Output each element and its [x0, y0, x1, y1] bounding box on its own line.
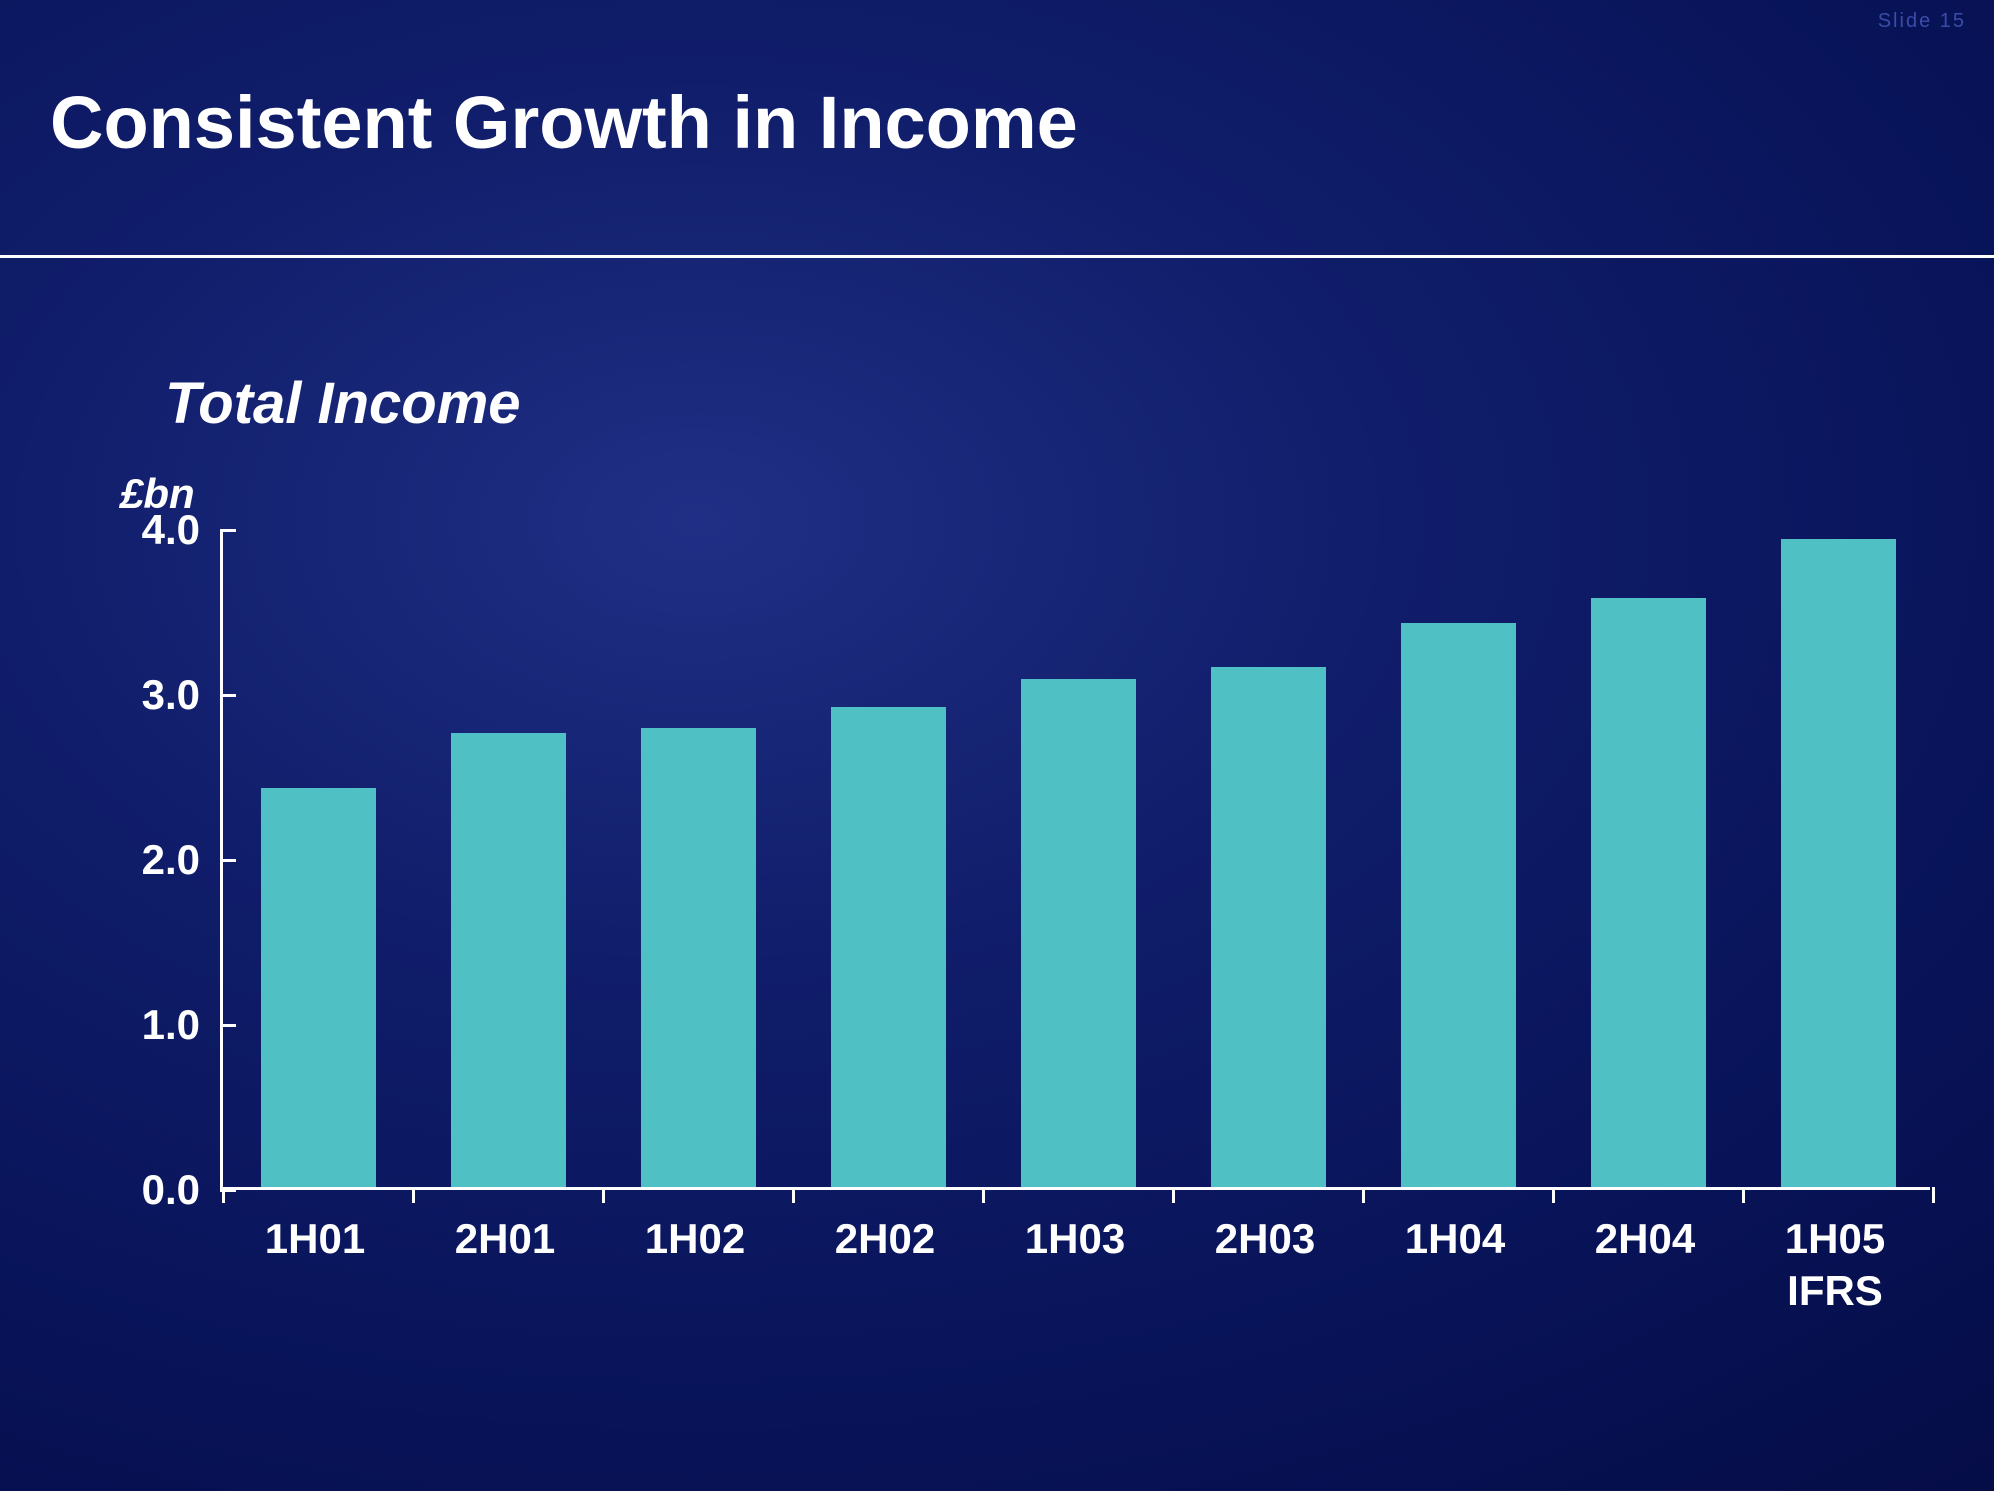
- plot-area: [220, 530, 1930, 1190]
- bar: [641, 728, 756, 1187]
- x-tick-mark: [222, 1187, 225, 1203]
- x-tick-mark: [602, 1187, 605, 1203]
- x-tick-sublabel: IFRS: [1785, 1267, 1885, 1315]
- x-tick-label: 1H01: [265, 1215, 365, 1263]
- x-tick-label: 1H04: [1405, 1215, 1505, 1263]
- x-tick-label: 2H01: [455, 1215, 555, 1263]
- y-tick-label: 0.0: [142, 1166, 200, 1214]
- x-tick-mark: [1172, 1187, 1175, 1203]
- chart-subtitle: Total Income: [165, 370, 521, 437]
- x-tick-mark: [1552, 1187, 1555, 1203]
- y-tick-label: 1.0: [142, 1001, 200, 1049]
- bar: [1401, 623, 1516, 1187]
- bar: [261, 788, 376, 1187]
- x-tick-mark: [982, 1187, 985, 1203]
- x-tick-mark: [1932, 1187, 1935, 1203]
- slide: Slide 15 Consistent Growth in Income Tot…: [0, 0, 1994, 1491]
- x-tick-mark: [1742, 1187, 1745, 1203]
- x-tick-label: 2H02: [835, 1215, 935, 1263]
- y-tick-label: 2.0: [142, 836, 200, 884]
- x-tick-label: 1H05IFRS: [1785, 1215, 1885, 1315]
- x-tick-label: 2H03: [1215, 1215, 1315, 1263]
- bar: [451, 733, 566, 1187]
- slide-number: Slide 15: [1878, 10, 1966, 33]
- x-tick-mark: [1362, 1187, 1365, 1203]
- x-tick-mark: [412, 1187, 415, 1203]
- bar: [1591, 598, 1706, 1187]
- y-axis: 0.01.02.03.04.0: [120, 530, 220, 1190]
- page-title: Consistent Growth in Income: [50, 80, 1078, 165]
- bar: [1211, 667, 1326, 1187]
- bar: [1021, 679, 1136, 1187]
- x-tick-label: 1H03: [1025, 1215, 1125, 1263]
- bar: [1781, 539, 1896, 1187]
- y-tick-label: 3.0: [142, 671, 200, 719]
- x-tick-mark: [792, 1187, 795, 1203]
- x-tick-label: 2H04: [1595, 1215, 1695, 1263]
- bar: [831, 707, 946, 1187]
- x-tick-label: 1H02: [645, 1215, 745, 1263]
- income-bar-chart: 0.01.02.03.04.0 1H012H011H022H021H032H03…: [120, 530, 1940, 1230]
- title-divider: [0, 255, 1994, 258]
- y-tick-label: 4.0: [142, 506, 200, 554]
